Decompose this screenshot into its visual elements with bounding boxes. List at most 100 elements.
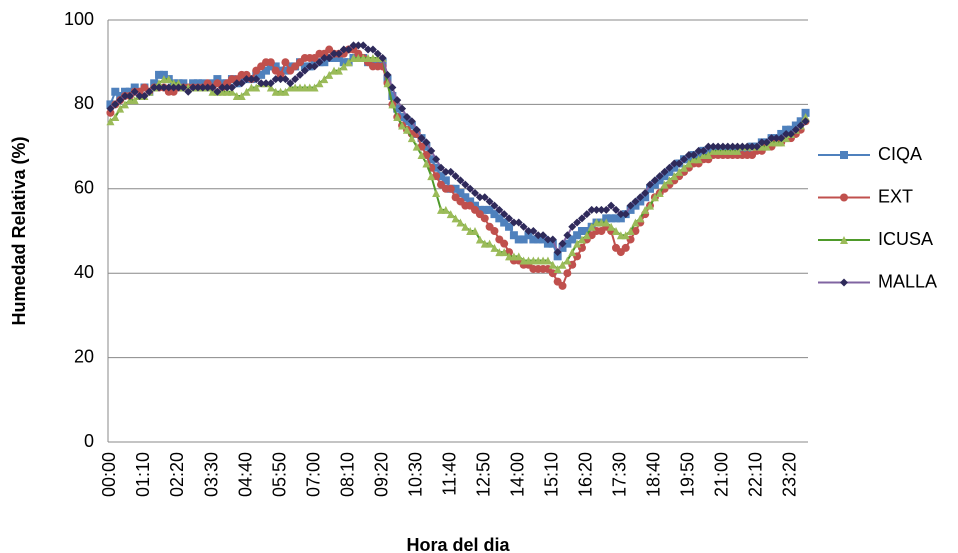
- x-tick-label: 01:10: [133, 452, 153, 497]
- data-point: [553, 248, 562, 257]
- data-point: [539, 235, 548, 244]
- data-point: [543, 239, 552, 248]
- data-point: [310, 62, 319, 71]
- data-point: [548, 260, 557, 269]
- legend-marker: [840, 278, 848, 287]
- legend-label: CIQA: [878, 144, 922, 164]
- data-point: [684, 159, 693, 168]
- data-point: [475, 193, 484, 202]
- data-point: [286, 62, 295, 71]
- data-point: [553, 252, 562, 261]
- data-point: [636, 197, 645, 206]
- data-point: [641, 189, 650, 198]
- data-point: [116, 96, 125, 105]
- data-point: [412, 142, 421, 151]
- data-point: [534, 235, 543, 244]
- x-tick-label: 09:20: [371, 452, 391, 497]
- data-point: [446, 167, 455, 176]
- data-point: [150, 83, 159, 92]
- x-tick-label: 23:20: [780, 452, 800, 497]
- data-point: [641, 193, 650, 202]
- data-point: [378, 53, 387, 62]
- data-point: [159, 70, 168, 79]
- data-point: [616, 210, 625, 219]
- data-point: [466, 197, 475, 206]
- data-point: [490, 227, 499, 235]
- data-point: [582, 231, 591, 240]
- data-point: [524, 231, 533, 240]
- x-tick-label: 18:40: [644, 452, 664, 497]
- data-point: [432, 189, 441, 198]
- data-point: [670, 163, 679, 172]
- data-point: [461, 222, 470, 231]
- x-tick-label: 08:10: [337, 452, 357, 497]
- data-point: [752, 142, 761, 151]
- data-point: [718, 142, 727, 151]
- data-point: [320, 75, 329, 84]
- data-point: [490, 243, 499, 252]
- data-point: [602, 214, 611, 223]
- data-point: [130, 96, 139, 105]
- data-point: [266, 58, 275, 67]
- data-point: [145, 87, 154, 96]
- x-tick-label: 02:20: [167, 452, 187, 497]
- data-point: [213, 75, 222, 84]
- data-point: [534, 231, 543, 240]
- data-point: [577, 214, 586, 223]
- data-point: [305, 62, 314, 71]
- data-point: [801, 113, 810, 122]
- data-point: [330, 53, 339, 62]
- data-point: [417, 151, 426, 160]
- data-point: [684, 155, 693, 164]
- data-point: [801, 108, 810, 117]
- data-point: [261, 66, 270, 75]
- data-point: [480, 205, 489, 214]
- data-point: [475, 235, 484, 244]
- data-point: [611, 227, 620, 235]
- y-tick-label: 40: [74, 262, 94, 282]
- data-point: [417, 134, 426, 143]
- data-point: [125, 91, 134, 100]
- x-tick-label: 22:10: [746, 452, 766, 497]
- data-point: [587, 205, 596, 214]
- data-point: [786, 129, 795, 138]
- data-point: [349, 41, 358, 50]
- data-point: [646, 180, 655, 189]
- data-point: [611, 205, 620, 214]
- data-point: [174, 83, 183, 92]
- data-point: [762, 138, 771, 147]
- data-point: [480, 214, 489, 223]
- data-point: [388, 83, 397, 92]
- data-point: [621, 231, 630, 240]
- data-point: [646, 184, 655, 193]
- data-point: [582, 210, 591, 219]
- data-point: [660, 180, 669, 189]
- data-point: [650, 193, 659, 202]
- data-point: [135, 91, 144, 100]
- data-point: [543, 256, 552, 265]
- data-point: [548, 239, 557, 248]
- legend-label: MALLA: [878, 271, 937, 291]
- data-point: [344, 58, 353, 67]
- data-point: [330, 49, 339, 58]
- data-point: [257, 70, 266, 79]
- data-point: [699, 146, 708, 155]
- data-point: [728, 142, 737, 151]
- data-point: [573, 218, 582, 227]
- data-point: [680, 155, 689, 164]
- data-point: [791, 125, 800, 134]
- data-point: [398, 121, 407, 130]
- data-point: [490, 201, 499, 210]
- data-point: [626, 205, 635, 214]
- data-point: [315, 79, 324, 88]
- data-point: [485, 205, 494, 214]
- data-point: [218, 79, 227, 88]
- data-point: [106, 108, 115, 117]
- data-point: [616, 214, 625, 223]
- data-point: [626, 201, 635, 210]
- data-point: [714, 142, 723, 151]
- data-point: [636, 214, 645, 223]
- data-point: [670, 159, 679, 168]
- data-point: [704, 146, 713, 155]
- data-point: [116, 104, 125, 113]
